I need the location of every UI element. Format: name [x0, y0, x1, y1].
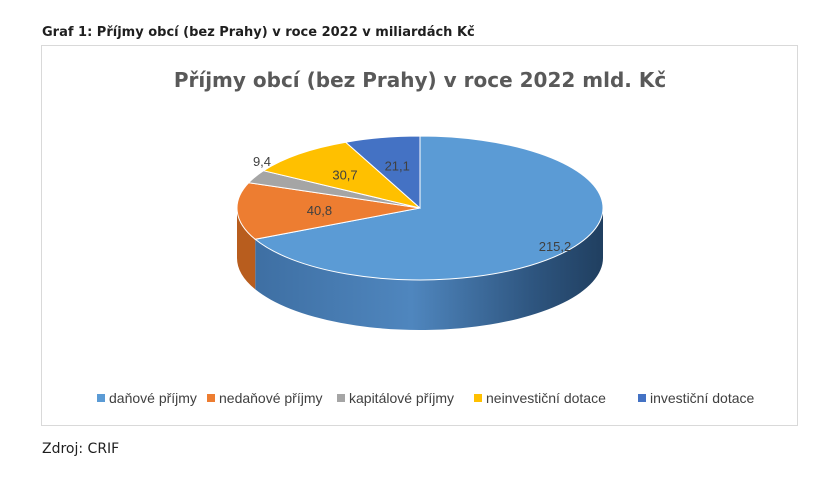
pie-slice-investicni-dotace — [344, 135, 421, 210]
legend-item-neinvesticni-dotace: neinvestiční dotace — [474, 390, 606, 406]
legend-swatch — [638, 394, 646, 402]
data-label-neinvesticni-dotace: 30,7 — [332, 167, 357, 182]
legend-swatch — [97, 394, 105, 402]
pie-side-nedanove-prijmy — [237, 208, 256, 290]
pie-side-danove-prijmy — [255, 208, 603, 330]
pie-sides — [237, 208, 603, 330]
pie-slices — [236, 135, 604, 281]
pie-slice-neinvesticni-dotace — [262, 141, 421, 209]
legend-label: nedaňové příjmy — [219, 390, 323, 406]
legend-swatch — [207, 394, 215, 402]
figure-caption: Graf 1: Příjmy obcí (bez Prahy) v roce 2… — [42, 25, 475, 40]
legend-swatch — [337, 394, 345, 402]
legend-item-danove-prijmy: daňové příjmy — [97, 390, 197, 406]
data-label-kapitalove-prijmy: 9,4 — [253, 154, 271, 169]
pie-slice-danove-prijmy — [254, 135, 604, 281]
source-note: Zdroj: CRIF — [42, 441, 120, 457]
data-label-nedanove-prijmy: 40,8 — [307, 203, 332, 218]
legend-item-kapitalove-prijmy: kapitálové příjmy — [337, 390, 454, 406]
pie-chart: Příjmy obcí (bez Prahy) v roce 2022 mld.… — [97, 68, 754, 406]
legend-label: daňové příjmy — [109, 390, 197, 406]
legend-item-investicni-dotace: investiční dotace — [638, 390, 754, 406]
legend-swatch — [474, 394, 482, 402]
pie-slice-nedanove-prijmy — [236, 182, 421, 240]
legend: daňové příjmy nedaňové příjmy kapitálové p… — [97, 390, 754, 406]
legend-label: kapitálové příjmy — [349, 390, 454, 406]
legend-label: neinvestiční dotace — [486, 390, 606, 406]
data-label-investicni-dotace: 21,1 — [385, 159, 410, 174]
legend-label: investiční dotace — [650, 390, 754, 406]
data-labels: 215,2 40,8 9,4 30,7 21,1 — [253, 154, 571, 254]
data-label-danove-prijmy: 215,2 — [539, 239, 572, 254]
chart-title: Příjmy obcí (bez Prahy) v roce 2022 mld.… — [174, 68, 666, 92]
chart-container: Příjmy obcí (bez Prahy) v roce 2022 mld.… — [41, 45, 798, 426]
legend-item-nedanove-prijmy: nedaňové příjmy — [207, 390, 323, 406]
